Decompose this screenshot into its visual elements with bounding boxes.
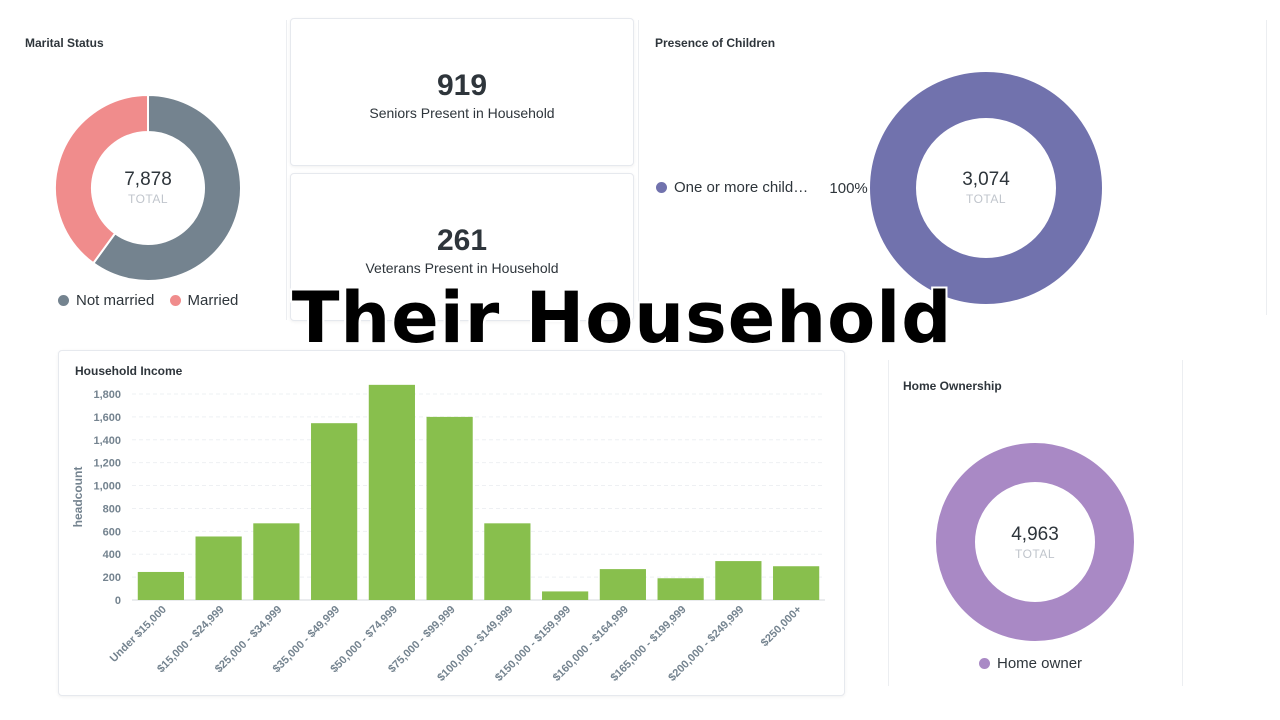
column-divider-2	[638, 20, 639, 320]
home-total-label: TOTAL	[1014, 547, 1056, 561]
x-tick-label: Under $15,000	[108, 604, 169, 665]
column-divider-1	[286, 20, 287, 320]
married-slice[interactable]	[54, 93, 149, 265]
y-axis-label: headcount	[71, 467, 85, 528]
marital-status-card: Marital Status 7,878 TOTAL Not married M…	[10, 20, 285, 320]
children-total: 3,074 TOTAL	[936, 169, 1036, 206]
home-owner-slice[interactable]	[936, 443, 1134, 641]
income-bar-chart: 0 200 400 600 800 1,000 1,200 1,400 1,600 1,800 he…	[71, 384, 825, 684]
legend-pct-children: 100%	[829, 180, 868, 197]
seniors-label: Seniors Present in Household	[369, 105, 555, 121]
x-tick-label: $250,000+	[759, 604, 804, 649]
home-legend: Home owner	[979, 655, 1093, 673]
y-tick-label: 1,400	[93, 435, 121, 447]
children-slice[interactable]	[870, 72, 1102, 304]
seniors-value: 919	[436, 69, 488, 102]
legend-item-home-owner[interactable]: Home owner	[979, 655, 1082, 672]
home-owner-dot	[979, 658, 990, 669]
home-total: 4,963 TOTAL	[985, 524, 1085, 561]
income-bar[interactable]	[484, 523, 531, 600]
legend-label-not-married: Not married	[76, 292, 155, 309]
children-dot	[656, 182, 667, 193]
y-tick-label: 1,800	[93, 389, 121, 401]
children-total-label: TOTAL	[965, 192, 1007, 206]
legend-label-home-owner: Home owner	[997, 655, 1083, 672]
legend-label-children: One or more child…	[674, 179, 809, 196]
children-card: Presence of Children One or more child… …	[640, 20, 1265, 320]
marital-status-donut	[54, 93, 242, 282]
marital-total-label: TOTAL	[127, 192, 169, 206]
y-tick-label: 1,200	[93, 458, 121, 470]
marital-legend: Not married Married	[58, 292, 249, 310]
income-bar[interactable]	[195, 536, 242, 600]
income-bar[interactable]	[773, 566, 820, 600]
marital-status-total: 7,878 TOTAL	[98, 169, 198, 206]
y-tick-label: 0	[115, 595, 121, 607]
veterans-card: 261 Veterans Present in Household	[290, 173, 634, 321]
income-bar[interactable]	[311, 423, 358, 600]
children-total-value: 3,074	[962, 169, 1010, 190]
seniors-scalar: 919 Seniors Present in Household	[291, 69, 633, 121]
y-tick-label: 800	[103, 503, 121, 515]
children-legend[interactable]: One or more child… 100%	[656, 179, 868, 197]
marital-total-value: 7,878	[124, 169, 172, 190]
y-tick-label: 400	[103, 549, 121, 561]
home-card: Home Ownership 4,963 TOTAL Home owner	[888, 360, 1184, 686]
seniors-card: 919 Seniors Present in Household	[290, 18, 634, 166]
veterans-value: 261	[436, 224, 488, 257]
y-tick-label: 1,600	[93, 412, 121, 424]
home-ownership-donut	[936, 443, 1134, 641]
home-total-value: 4,963	[1011, 524, 1059, 545]
y-tick-label: 1,000	[93, 481, 121, 493]
legend-label-married: Married	[187, 292, 239, 309]
income-bar[interactable]	[599, 569, 646, 600]
children-donut	[870, 72, 1102, 304]
legend-item-children[interactable]: One or more child…	[656, 179, 808, 196]
home-left-divider	[888, 360, 889, 686]
marital-status-title: Marital Status	[25, 36, 104, 50]
income-bar[interactable]	[253, 523, 300, 600]
y-tick-label: 600	[103, 526, 121, 538]
income-bar[interactable]	[368, 384, 415, 600]
home-title: Home Ownership	[903, 379, 1002, 393]
legend-item-not-married[interactable]: Not married	[58, 292, 154, 309]
home-right-divider	[1182, 360, 1183, 686]
married-dot	[169, 295, 181, 306]
right-edge-divider	[1266, 20, 1267, 315]
income-title: Household Income	[75, 364, 183, 378]
income-bar[interactable]	[137, 571, 184, 600]
income-bar[interactable]	[426, 416, 473, 600]
y-tick-label: 200	[103, 572, 121, 584]
not-married-dot	[58, 295, 69, 306]
legend-item-married[interactable]: Married	[169, 292, 239, 309]
children-title: Presence of Children	[655, 36, 776, 50]
page-title: Their Household	[291, 277, 953, 359]
income-bar[interactable]	[715, 561, 762, 600]
income-bar[interactable]	[657, 578, 704, 600]
income-bar[interactable]	[542, 591, 589, 600]
income-card: Household Income 0 200 400 600 800 1,000 1,200…	[58, 350, 845, 696]
veterans-scalar: 261 Veterans Present in Household	[291, 224, 633, 276]
not-married-slice[interactable]	[91, 93, 242, 282]
veterans-label: Veterans Present in Household	[365, 260, 559, 276]
